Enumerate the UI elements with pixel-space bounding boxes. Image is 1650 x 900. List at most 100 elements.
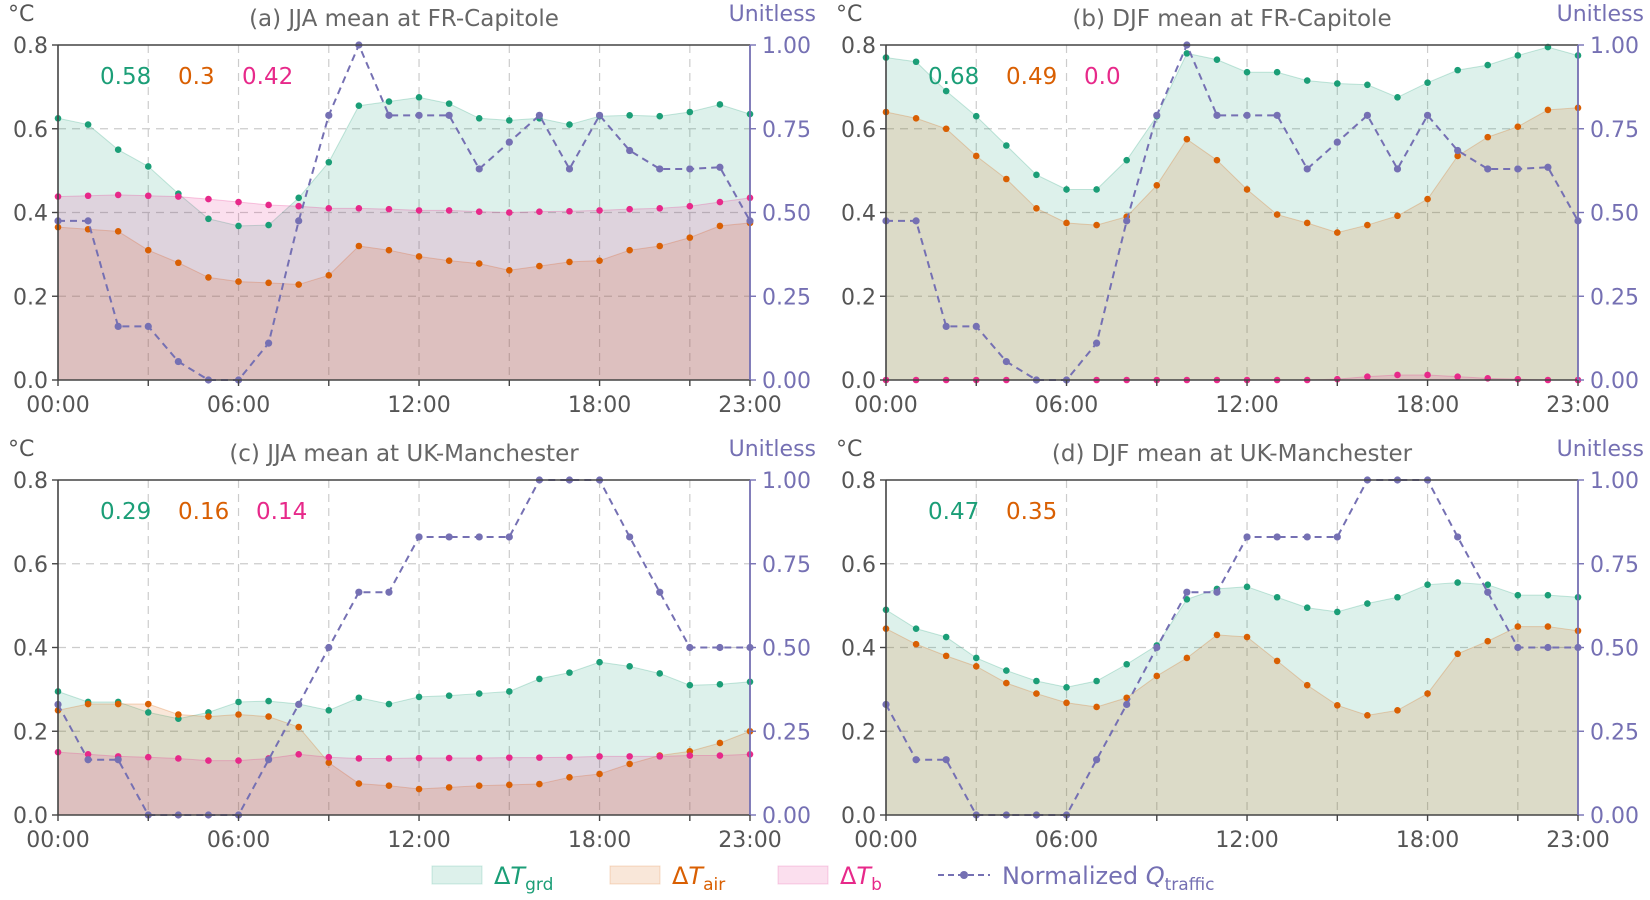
point-air: [235, 278, 242, 285]
point-air: [596, 770, 603, 778]
ytick-right-label: 0.25: [762, 720, 811, 745]
point-b: [686, 202, 694, 210]
point-traffic: [1484, 165, 1492, 173]
point-air: [205, 274, 212, 281]
point-b: [536, 208, 543, 215]
legend-label-traffic: Normalized Qtraffic: [1002, 862, 1214, 895]
xtick-label: 00:00: [854, 393, 917, 418]
point-air: [1424, 690, 1431, 697]
ytick-left-label: 0.0: [13, 369, 48, 394]
xtick-label: 18:00: [568, 828, 631, 853]
point-grd: [1424, 581, 1431, 588]
ytick-left-label: 0.8: [841, 34, 876, 59]
point-air: [1484, 133, 1492, 141]
point-grd: [265, 697, 272, 705]
point-traffic: [325, 643, 333, 652]
point-b: [84, 192, 92, 200]
point-b: [626, 753, 633, 760]
point-air: [1334, 229, 1341, 236]
panel-b: 0.0 0.2 0.4 0.6 0.8 0.00 0.25 0.50 0.75 1.00 00:00…: [836, 2, 1644, 418]
annotation-grd: 0.58: [100, 64, 151, 90]
point-traffic: [114, 322, 122, 330]
point-traffic: [686, 165, 694, 173]
point-grd: [1394, 593, 1401, 601]
point-traffic: [912, 217, 920, 225]
ytick-right-label: 0.75: [1590, 553, 1639, 578]
ytick-right-label: 0.00: [762, 369, 811, 394]
point-air: [475, 782, 483, 789]
ytick-right-label: 0.25: [762, 285, 811, 310]
point-grd: [295, 194, 302, 202]
point-b: [475, 754, 483, 762]
point-traffic: [84, 217, 92, 225]
point-b: [445, 207, 453, 214]
point-b: [295, 750, 302, 758]
legend-label-grd: ΔTgrd: [494, 862, 553, 895]
point-grd: [1063, 186, 1070, 193]
xtick-label: 12:00: [387, 828, 450, 853]
ytick-left-label: 0.4: [841, 202, 876, 227]
point-traffic: [385, 111, 393, 119]
point-traffic: [1514, 165, 1522, 173]
point-traffic: [1093, 339, 1101, 347]
point-air: [114, 700, 122, 708]
ytick-left-label: 0.6: [841, 553, 876, 578]
point-grd: [1303, 604, 1311, 612]
point-grd: [1243, 68, 1251, 76]
point-b: [596, 753, 603, 760]
point-b: [566, 753, 573, 761]
point-traffic: [535, 111, 543, 119]
ytick-right-label: 0.00: [1590, 369, 1639, 394]
point-grd: [972, 112, 980, 120]
point-air: [295, 723, 302, 731]
area-air: [885, 626, 1579, 816]
point-traffic: [565, 165, 574, 173]
point-traffic: [595, 111, 604, 119]
point-air: [912, 114, 920, 122]
point-grd: [1183, 596, 1191, 603]
annotation-b: 0.14: [256, 499, 307, 525]
point-grd: [1003, 142, 1010, 149]
ytick-right-label: 1.00: [762, 469, 811, 494]
annotation-air: 0.49: [1006, 64, 1057, 90]
point-grd: [355, 694, 363, 702]
point-grd: [235, 222, 242, 230]
point-b: [445, 754, 453, 762]
ytick-left-label: 0.0: [13, 804, 48, 829]
ytick-left-label: 0.0: [841, 804, 876, 829]
ytick-left-label: 0.2: [841, 285, 876, 310]
point-air: [1063, 219, 1070, 227]
point-air: [325, 759, 333, 766]
point-b: [656, 753, 664, 760]
ytick-right-label: 0.75: [1590, 118, 1639, 143]
unit-left: °C: [836, 437, 862, 462]
point-air: [1424, 195, 1431, 203]
point-traffic: [265, 339, 273, 347]
point-b: [596, 207, 603, 214]
point-air: [1243, 633, 1251, 641]
ytick-right-label: 1.00: [762, 34, 811, 59]
point-air: [475, 260, 483, 267]
ytick-left-label: 0.2: [841, 720, 876, 745]
point-traffic: [1454, 533, 1462, 541]
point-traffic: [1002, 357, 1010, 366]
area-b: [57, 751, 751, 816]
point-traffic: [1544, 643, 1552, 652]
xtick-label: 23:00: [1546, 828, 1609, 853]
point-traffic: [626, 533, 634, 541]
point-air: [1454, 152, 1461, 160]
point-grd: [566, 121, 573, 128]
point-traffic: [1393, 165, 1402, 173]
point-air: [536, 780, 543, 788]
point-traffic: [1333, 138, 1341, 146]
point-grd: [1364, 81, 1371, 89]
point-grd: [144, 163, 152, 170]
annotation-grd: 0.47: [928, 499, 979, 525]
point-traffic: [1363, 111, 1371, 119]
point-b: [506, 754, 513, 761]
point-traffic: [114, 756, 122, 764]
point-air: [445, 257, 453, 264]
point-b: [144, 192, 152, 200]
point-b: [265, 201, 272, 209]
point-grd: [1033, 171, 1040, 179]
